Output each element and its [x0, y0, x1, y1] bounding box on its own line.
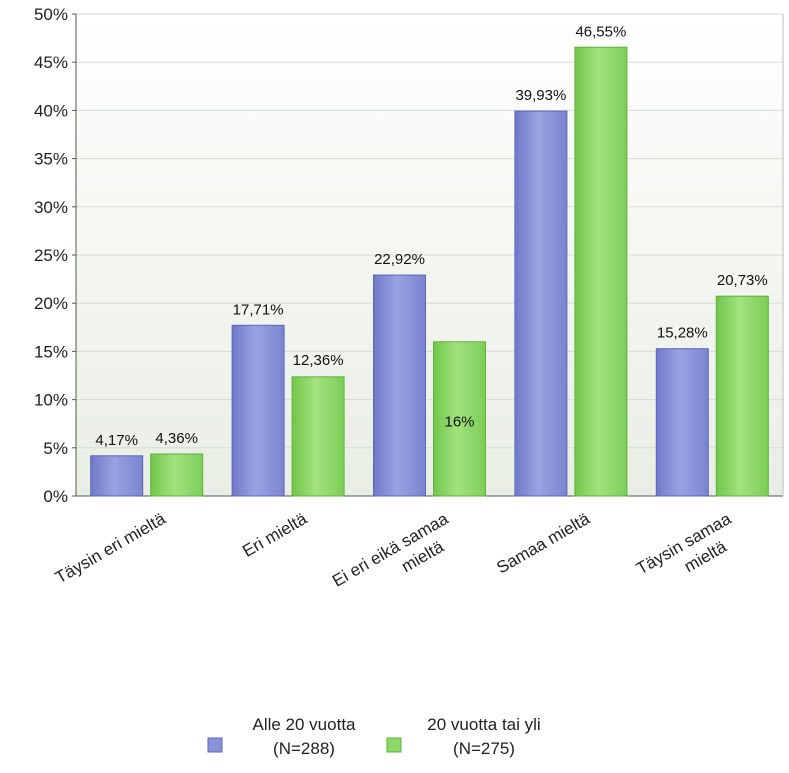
y-tick-label: 45% — [34, 53, 68, 72]
bar[interactable] — [90, 455, 144, 497]
y-tick-label: 50% — [34, 5, 68, 24]
category-label-line: Täysin eri mieltä — [52, 509, 169, 588]
bar[interactable] — [574, 46, 628, 497]
bar[interactable] — [655, 348, 709, 497]
y-tick-label: 30% — [34, 198, 68, 217]
category-label: Eri mieltä — [239, 509, 310, 561]
legend-label[interactable]: 20 vuotta tai yli — [427, 715, 540, 734]
data-label: 39,93% — [515, 87, 566, 104]
gridlines — [76, 13, 783, 497]
y-tick-label: 35% — [34, 150, 68, 169]
bar[interactable] — [291, 376, 345, 497]
category-label-line: Eri mieltä — [239, 509, 310, 561]
bar[interactable] — [231, 324, 285, 497]
category-label-line: Samaa mieltä — [493, 509, 593, 578]
data-label: 12,36% — [293, 352, 344, 369]
bar[interactable] — [433, 341, 486, 497]
category-label: Samaa mieltä — [493, 509, 593, 578]
legend-label[interactable]: (N=288) — [273, 739, 335, 758]
legend[interactable]: Alle 20 vuotta (N=288) 20 vuotta tai yli (N… — [207, 715, 541, 758]
data-label: 16% — [444, 414, 474, 431]
category-label: Täysin eri mieltä — [52, 509, 169, 588]
y-axis: 0% 5% 10% 15% 20% 25% 30% 35% 40% 45% 50% — [34, 5, 784, 506]
y-tick-label: 15% — [34, 342, 68, 361]
legend-swatch[interactable] — [207, 737, 223, 753]
data-label: 4,17% — [95, 432, 138, 449]
y-tick-label: 25% — [34, 246, 68, 265]
bar[interactable] — [715, 295, 769, 497]
data-label: 15,28% — [657, 325, 708, 342]
y-tick-label: 5% — [43, 439, 68, 458]
legend-label[interactable]: Alle 20 vuotta — [252, 715, 356, 734]
y-tick-label: 0% — [43, 487, 68, 506]
legend-swatch[interactable] — [386, 737, 402, 753]
bar[interactable] — [373, 274, 426, 497]
y-tick-label: 10% — [34, 391, 68, 410]
data-label: 20,73% — [717, 272, 768, 289]
x-axis: Täysin eri mieltä Eri mieltä Ei eri eikä s… — [52, 509, 735, 591]
data-label: 46,55% — [575, 23, 626, 40]
bars — [90, 46, 769, 497]
legend-label[interactable]: (N=275) — [453, 739, 515, 758]
y-tick-label: 20% — [34, 294, 68, 313]
bar[interactable] — [514, 110, 568, 497]
data-labels: 4,17% 4,36% 17,71% 12,36% 22,92% 16% 39,93% 46,… — [95, 23, 767, 449]
bar[interactable] — [150, 453, 204, 497]
y-tick-label: 40% — [34, 101, 68, 120]
data-label: 4,36% — [155, 430, 198, 447]
data-label: 17,71% — [233, 301, 284, 318]
data-label: 22,92% — [374, 251, 425, 268]
